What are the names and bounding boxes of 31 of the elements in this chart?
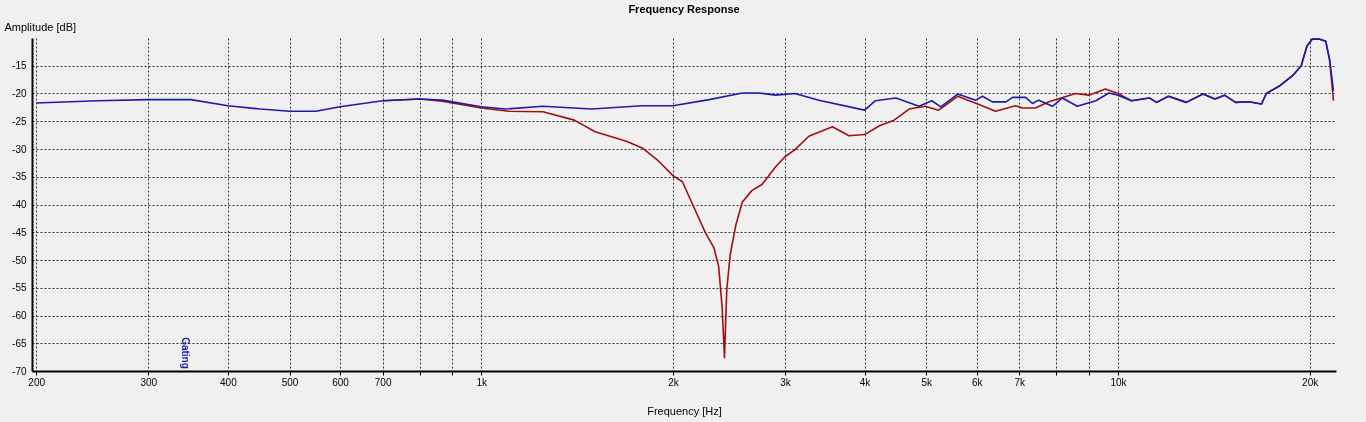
x-tick-label: 10k: [1110, 376, 1128, 388]
y-tick-label: -50: [12, 254, 27, 266]
x-tick-label: 6k: [971, 376, 984, 388]
y-tick-label: -65: [12, 337, 27, 349]
x-tick-label: 200: [28, 376, 46, 388]
y-tick-label: -30: [12, 143, 27, 155]
x-tick-label: 500: [281, 376, 299, 388]
x-tick-label: 4k: [859, 376, 872, 388]
y-axis-title: Amplitude [dB]: [4, 20, 77, 33]
annotation: Gating: [180, 337, 192, 369]
x-tick-label: 5k: [921, 376, 934, 388]
x-tick-label: 20k: [1302, 376, 1320, 388]
x-tick-label: 7k: [1014, 376, 1027, 388]
x-tick-label: 300: [140, 376, 158, 388]
y-tick-label: -20: [12, 88, 27, 99]
x-tick-label: 1k: [476, 376, 489, 388]
x-axis-title: Frequency [Hz]: [647, 404, 722, 417]
x-tick-label: 600: [332, 376, 350, 388]
y-tick-label: -40: [12, 199, 27, 210]
x-tick-label: 400: [220, 376, 238, 388]
y-tick-label: -55: [12, 282, 27, 294]
y-tick-label: -35: [12, 171, 27, 183]
y-tick-label: -70: [12, 365, 27, 377]
chart-title: Frequency Response: [628, 3, 740, 15]
y-tick-label: -45: [12, 226, 27, 238]
y-tick-label: -60: [12, 310, 27, 321]
y-tick-label: -25: [12, 115, 27, 127]
y-tick-label: -15: [12, 60, 27, 72]
x-tick-label: 3k: [780, 376, 792, 388]
x-tick-label: 2k: [668, 376, 680, 388]
x-tick-label: 700: [374, 376, 392, 388]
